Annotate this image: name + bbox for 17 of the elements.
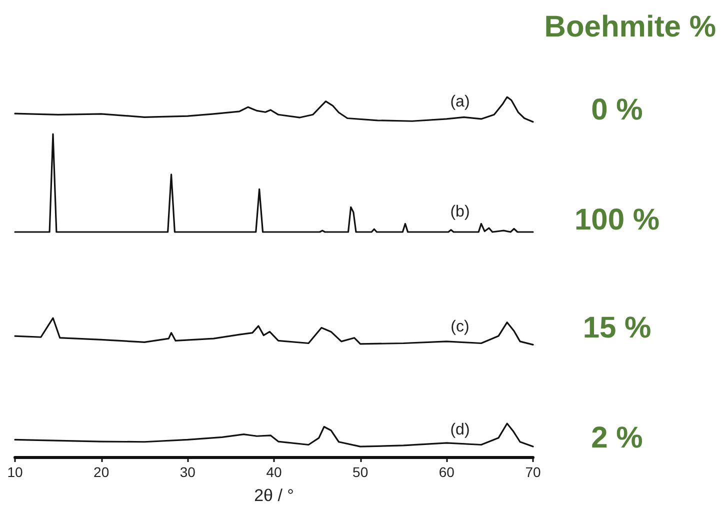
- text: 2 %: [591, 422, 643, 454]
- text: 15 %: [582, 312, 652, 344]
- annotation: (a): [450, 94, 470, 110]
- annotation: (b): [450, 204, 470, 220]
- text: Boehmite %: [544, 10, 716, 44]
- annotation: (d): [450, 422, 470, 438]
- annotation: (c): [450, 318, 470, 336]
- x-tick-label: 30: [180, 464, 196, 480]
- x-tick-label: 20: [94, 464, 110, 480]
- x-axis-title: 2θ / °: [254, 486, 294, 505]
- text: 0 %: [591, 94, 643, 126]
- x-tick-label: 60: [438, 464, 455, 480]
- text: 100 %: [574, 204, 660, 236]
- x-tick-label: 10: [7, 464, 23, 480]
- x-tick-label: 50: [352, 464, 368, 480]
- x-tick-label: 70: [525, 464, 541, 480]
- x-tick-label: 40: [266, 464, 282, 480]
